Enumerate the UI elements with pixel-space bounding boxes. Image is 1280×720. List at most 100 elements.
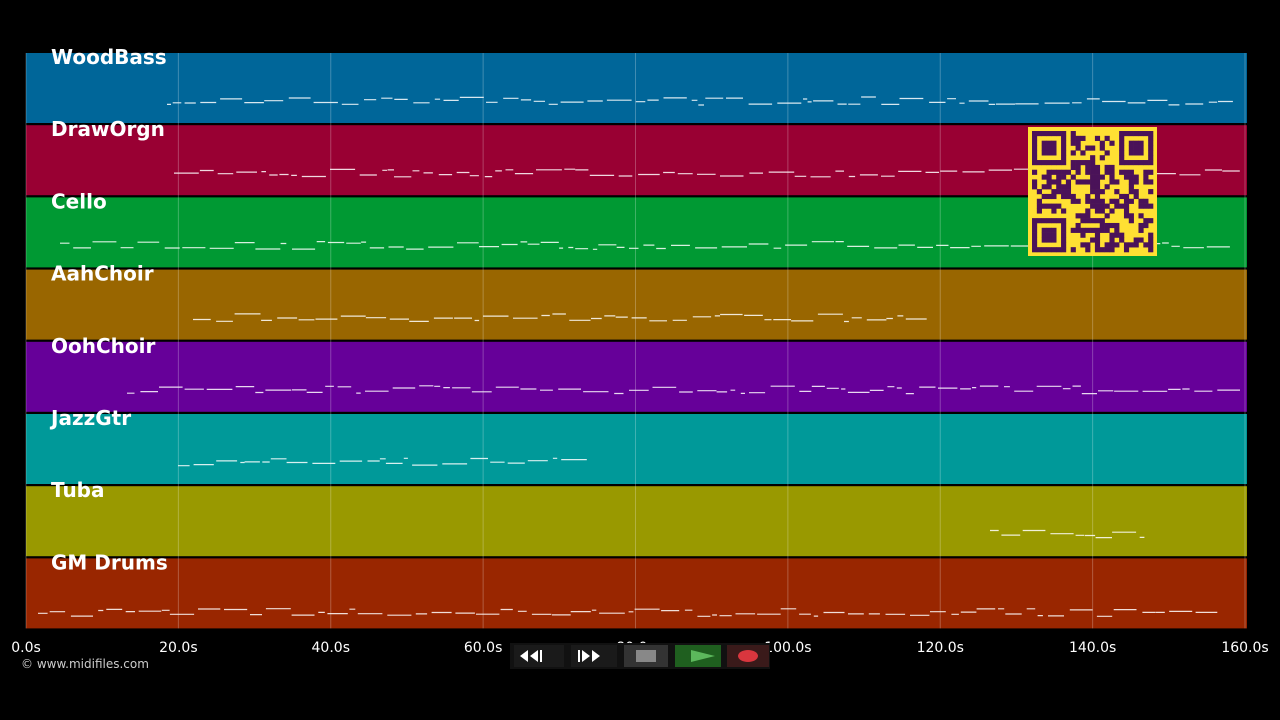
qr-module	[1143, 218, 1149, 224]
qr-module	[1133, 150, 1139, 156]
record-button[interactable]	[727, 645, 769, 667]
qr-module	[1041, 193, 1047, 200]
qr-module	[1148, 145, 1154, 151]
qr-module	[1114, 198, 1120, 204]
qr-module	[1094, 189, 1101, 195]
qr-module	[1109, 242, 1115, 248]
qr-module	[1075, 140, 1081, 146]
qr-module	[1104, 169, 1110, 175]
qr-module	[1046, 203, 1052, 209]
time-tick-label: 160.0s	[1221, 640, 1268, 656]
qr-module	[1051, 169, 1057, 175]
qr-module	[1056, 169, 1062, 175]
qr-module	[1128, 160, 1134, 166]
qr-module	[1056, 189, 1062, 195]
qr-module	[1128, 150, 1134, 156]
qr-module	[1046, 193, 1052, 200]
qr-module	[1051, 140, 1057, 146]
qr-module	[1094, 208, 1101, 214]
time-tick-label: 100.0s	[764, 640, 811, 656]
qr-module	[1046, 169, 1052, 175]
qr-module	[1133, 237, 1139, 243]
qr-module	[1046, 179, 1052, 185]
qr-module	[1094, 184, 1101, 190]
qr-module	[1104, 222, 1110, 229]
qr-module	[1041, 145, 1047, 151]
qr-module	[1133, 131, 1139, 137]
qr-module	[1061, 145, 1067, 151]
qr-module	[1123, 174, 1130, 180]
qr-module	[1123, 208, 1130, 214]
qr-module	[1032, 222, 1038, 229]
qr-code	[1028, 127, 1157, 256]
qr-module	[1119, 155, 1125, 161]
qr-module	[1128, 169, 1134, 175]
qr-module	[1075, 222, 1081, 229]
qr-module	[1090, 237, 1096, 243]
qr-module	[1119, 135, 1125, 141]
qr-module	[1138, 213, 1144, 219]
qr-module	[1094, 164, 1101, 171]
qr-module	[1133, 242, 1139, 248]
qr-module	[1104, 203, 1110, 209]
qr-module	[1070, 193, 1076, 200]
stop-button[interactable]	[624, 645, 668, 667]
qr-module	[1075, 227, 1081, 233]
qr-module	[1090, 160, 1096, 166]
qr-module	[1123, 242, 1130, 248]
track-lane	[26, 269, 1247, 340]
qr-module	[1128, 174, 1134, 180]
qr-module	[1085, 193, 1091, 200]
qr-module	[1041, 232, 1047, 238]
track-name: JazzGtr	[49, 406, 131, 430]
play-button[interactable]	[675, 645, 721, 667]
qr-module	[1109, 140, 1115, 146]
qr-module	[1090, 218, 1096, 224]
qr-module	[1123, 169, 1130, 175]
qr-module	[1114, 232, 1120, 238]
qr-module	[1114, 242, 1120, 248]
qr-module	[1148, 140, 1154, 146]
rewind-button[interactable]	[514, 645, 564, 667]
track-lane	[26, 414, 1247, 484]
qr-module	[1128, 131, 1134, 137]
qr-module	[1143, 174, 1149, 180]
forward-button[interactable]	[571, 645, 617, 667]
qr-module	[1099, 208, 1105, 214]
qr-module	[1080, 135, 1086, 141]
qr-module	[1070, 174, 1076, 180]
qr-module	[1041, 184, 1047, 190]
qr-module	[1085, 179, 1091, 185]
qr-module	[1138, 203, 1144, 209]
qr-module	[1099, 247, 1105, 253]
qr-module	[1036, 198, 1042, 204]
qr-module	[1056, 179, 1062, 185]
qr-module	[1148, 179, 1154, 185]
qr-module	[1051, 193, 1057, 200]
qr-module	[1138, 140, 1144, 146]
qr-module	[1041, 131, 1047, 137]
qr-module	[1075, 213, 1081, 219]
qr-module	[1099, 222, 1105, 229]
qr-module	[1104, 164, 1110, 171]
qr-module	[1123, 247, 1130, 253]
qr-module	[1085, 218, 1091, 224]
qr-module	[1032, 184, 1038, 190]
qr-module	[1094, 247, 1101, 253]
qr-module	[1051, 179, 1057, 185]
qr-module	[1041, 247, 1047, 253]
qr-module	[1128, 184, 1134, 190]
qr-module	[1032, 237, 1038, 243]
qr-module	[1090, 198, 1096, 204]
qr-module	[1061, 150, 1067, 156]
qr-module	[1032, 232, 1038, 238]
qr-module	[1041, 160, 1047, 166]
qr-module	[1119, 140, 1125, 146]
qr-module	[1143, 179, 1149, 185]
qr-module	[1133, 174, 1139, 180]
qr-module	[1094, 232, 1101, 238]
qr-module	[1119, 131, 1125, 137]
qr-module	[1123, 193, 1130, 200]
qr-module	[1104, 227, 1110, 233]
qr-module	[1036, 247, 1042, 253]
